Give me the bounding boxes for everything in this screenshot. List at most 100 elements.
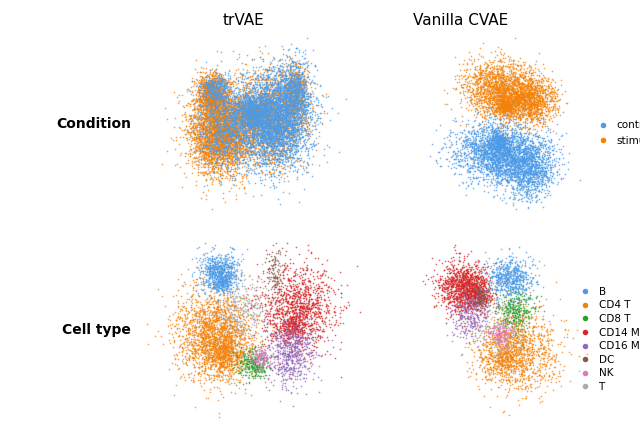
Point <box>521 359 531 366</box>
Point <box>472 316 483 323</box>
Point <box>504 161 515 168</box>
Point <box>506 137 516 144</box>
Point <box>273 125 283 132</box>
Point <box>551 148 561 155</box>
Point <box>273 64 283 71</box>
Point <box>270 147 280 154</box>
Point <box>218 93 228 100</box>
Point <box>491 366 501 373</box>
Point <box>288 92 298 99</box>
Point <box>277 82 287 89</box>
Point <box>469 160 479 166</box>
Point <box>251 102 261 109</box>
Point <box>188 316 198 323</box>
Point <box>486 128 496 135</box>
Point <box>276 329 286 336</box>
Point <box>220 117 230 124</box>
Point <box>221 281 231 288</box>
Point <box>499 267 509 273</box>
Point <box>212 86 222 92</box>
Point <box>269 99 279 106</box>
Point <box>297 309 307 316</box>
Point <box>213 126 223 133</box>
Point <box>476 164 486 171</box>
Point <box>209 83 220 89</box>
Point <box>250 98 260 104</box>
Point <box>243 108 253 115</box>
Point <box>239 129 249 136</box>
Point <box>502 153 513 160</box>
Point <box>500 134 510 141</box>
Point <box>270 98 280 104</box>
Point <box>484 56 495 63</box>
Point <box>492 104 502 111</box>
Point <box>522 351 532 358</box>
Point <box>212 83 223 90</box>
Point <box>198 105 208 112</box>
Point <box>558 109 568 116</box>
Point <box>494 331 504 338</box>
Point <box>451 265 461 272</box>
Point <box>209 90 220 97</box>
Point <box>256 137 266 143</box>
Point <box>313 280 323 287</box>
Point <box>282 92 292 99</box>
Point <box>276 332 286 339</box>
Point <box>528 139 538 146</box>
Point <box>556 176 566 183</box>
Point <box>452 274 463 281</box>
Point <box>203 98 213 105</box>
Point <box>218 101 228 108</box>
Point <box>189 351 200 358</box>
Point <box>518 75 528 82</box>
Point <box>206 329 216 336</box>
Point <box>309 119 319 126</box>
Point <box>527 79 537 86</box>
Point <box>308 286 319 293</box>
Point <box>203 161 213 168</box>
Point <box>205 262 215 269</box>
Point <box>483 376 493 383</box>
Point <box>218 137 228 144</box>
Point <box>244 101 254 107</box>
Point <box>513 114 523 121</box>
Point <box>292 44 303 51</box>
Point <box>187 348 197 354</box>
Point <box>480 318 490 324</box>
Point <box>510 127 520 134</box>
Point <box>234 147 244 154</box>
Point <box>210 137 220 143</box>
Point <box>266 136 276 143</box>
Point <box>228 93 239 100</box>
Point <box>527 116 537 123</box>
Point <box>250 101 260 108</box>
Point <box>231 118 241 125</box>
Point <box>183 329 193 336</box>
Point <box>518 161 528 168</box>
Point <box>267 122 277 128</box>
Point <box>502 84 512 91</box>
Point <box>470 140 481 147</box>
Point <box>206 132 216 139</box>
Point <box>497 109 508 116</box>
Point <box>505 331 515 338</box>
Point <box>280 106 290 113</box>
Point <box>209 333 219 340</box>
Point <box>268 116 278 122</box>
Point <box>232 115 243 122</box>
Point <box>212 78 223 85</box>
Point <box>210 125 220 131</box>
Point <box>300 98 310 105</box>
Point <box>321 91 331 98</box>
Point <box>477 357 488 364</box>
Point <box>504 195 515 202</box>
Point <box>270 142 280 149</box>
Point <box>519 368 529 375</box>
Point <box>214 333 225 339</box>
Point <box>285 305 296 312</box>
Point <box>473 286 483 293</box>
Point <box>218 362 228 369</box>
Point <box>497 107 508 113</box>
Point <box>498 97 508 104</box>
Point <box>496 338 506 345</box>
